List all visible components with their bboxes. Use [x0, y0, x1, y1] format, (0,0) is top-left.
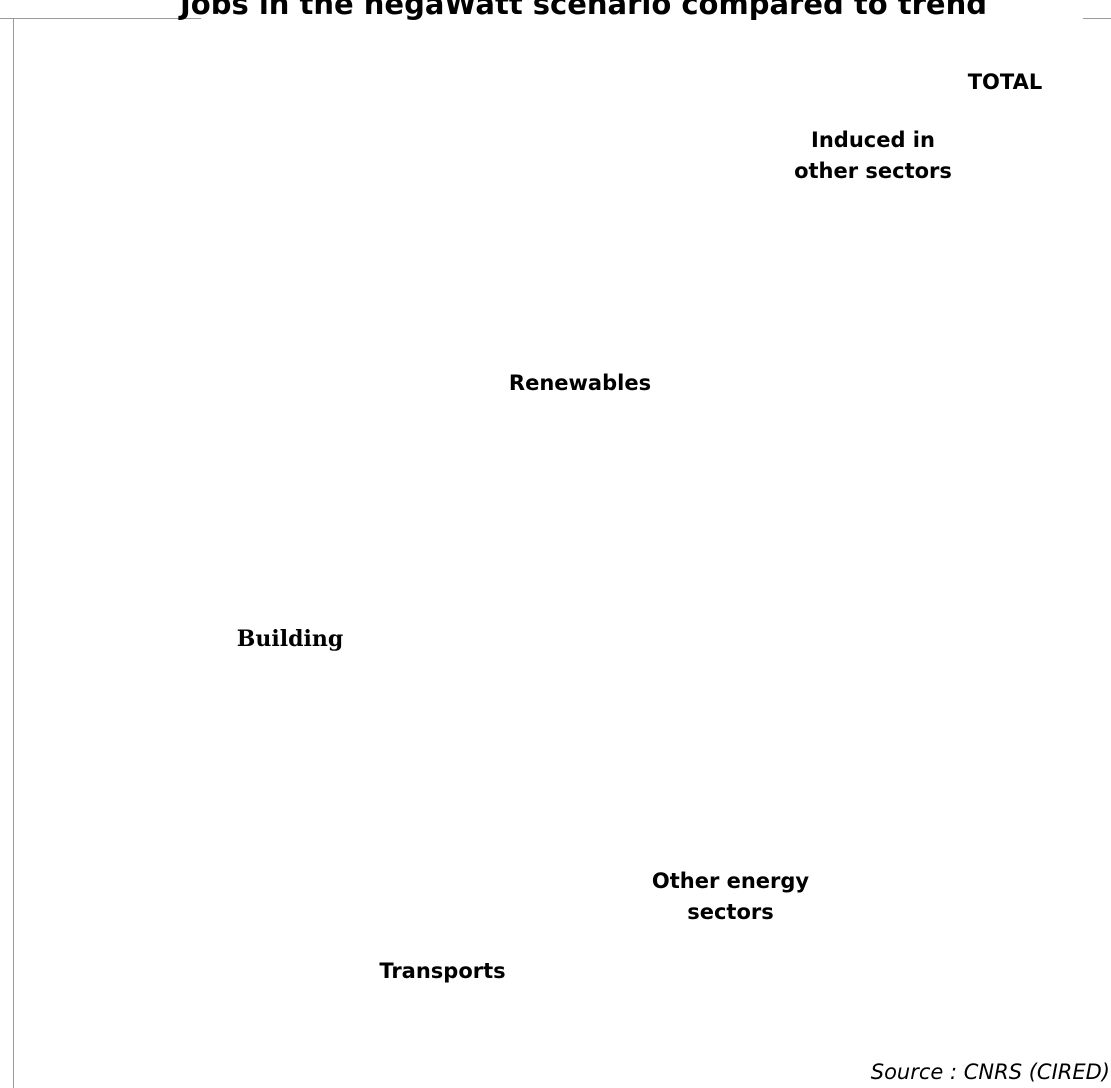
source-note: Source : CNRS (CIRED): [870, 1060, 1110, 1084]
series-label-renewables: Renewables: [508, 371, 652, 395]
series-label-other-energy-sectors: Other energy sectors: [651, 869, 810, 924]
chart-frame-top-right: [1083, 18, 1111, 19]
series-label-transports: Transports: [379, 959, 506, 983]
series-label-induced-in-other-sectors: Induced in other sectors: [794, 128, 952, 183]
chart-title: Jobs in the negaWatt scenario compared t…: [180, 0, 987, 21]
series-label-building: Building: [236, 626, 344, 652]
series-label-total: TOTAL: [967, 70, 1043, 94]
chart-frame-top-left: [0, 18, 201, 19]
chart-frame-left: [13, 18, 14, 1088]
